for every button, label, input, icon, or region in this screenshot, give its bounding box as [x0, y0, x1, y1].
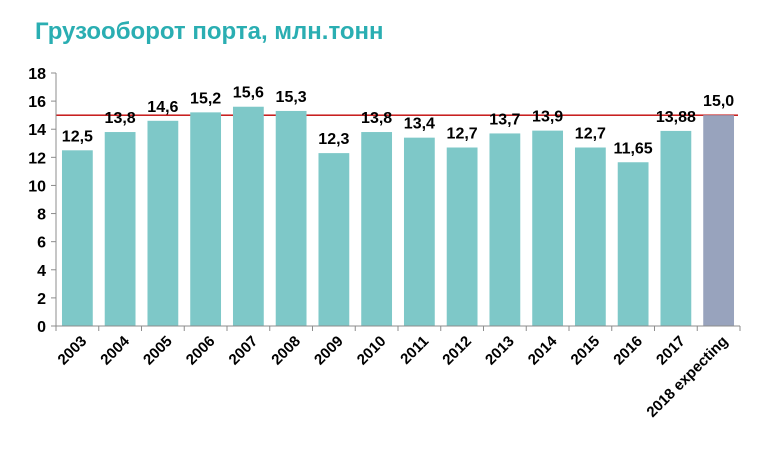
data-label: 13,8 — [105, 110, 136, 127]
y-tick-label: 2 — [37, 291, 46, 308]
bar-2013 — [489, 133, 521, 326]
x-category-label: 2007 — [226, 333, 262, 369]
bar-2010 — [361, 132, 393, 326]
y-tick-label: 8 — [37, 207, 46, 224]
data-label: 12,7 — [575, 125, 606, 142]
bar-2016 — [617, 162, 649, 326]
data-label: 13,88 — [656, 109, 696, 126]
x-category-label: 2006 — [183, 333, 219, 369]
y-tick-label: 14 — [28, 122, 46, 139]
data-label: 13,9 — [532, 109, 563, 126]
x-category-label: 2009 — [311, 333, 347, 369]
data-label: 15,3 — [276, 89, 307, 106]
data-label: 13,7 — [489, 111, 520, 128]
x-category-label: 2004 — [97, 332, 133, 368]
data-label: 12,5 — [62, 128, 93, 145]
y-axis-ticks: 0 2 4 6 8 10 12 14 16 18 — [28, 66, 56, 336]
bar-2011 — [403, 137, 435, 326]
data-label: 14,6 — [147, 99, 178, 116]
axes-group — [55, 73, 741, 331]
data-labels-group: 12,5 13,8 14,6 15,2 15,6 15,3 12,3 13,8 13,4 12,7… — [62, 85, 734, 158]
x-category-label: 2005 — [140, 333, 176, 369]
x-category-label: 2003 — [55, 333, 91, 369]
y-tick-label: 4 — [37, 263, 46, 280]
x-category-label: 2013 — [482, 333, 518, 369]
data-label: 15,6 — [233, 85, 264, 102]
bar-2006 — [190, 112, 222, 326]
bar-2003 — [61, 150, 93, 326]
data-label: 12,3 — [318, 131, 349, 148]
x-category-label: 2017 — [653, 333, 689, 369]
data-label: 12,7 — [447, 125, 478, 142]
bar-2004 — [104, 132, 136, 326]
bar-2005 — [147, 120, 179, 327]
x-axis-labels: 2003 2004 2005 2006 2007 2008 2009 2010 2011 2012… — [55, 332, 732, 421]
bar-2018-expecting — [703, 115, 735, 327]
data-label: 15,0 — [703, 93, 734, 110]
y-tick-label: 16 — [28, 94, 46, 111]
x-category-label: 2010 — [354, 333, 390, 369]
data-label: 15,2 — [190, 90, 221, 107]
bar-2015 — [574, 147, 606, 326]
x-category-label: 2015 — [568, 333, 604, 369]
x-category-label: 2008 — [268, 333, 304, 369]
bars-group — [61, 106, 735, 327]
y-tick-label: 18 — [28, 66, 46, 83]
x-category-label: 2012 — [439, 333, 475, 369]
y-tick-label: 6 — [37, 235, 46, 252]
bar-2007 — [232, 106, 264, 326]
y-tick-label: 12 — [28, 150, 46, 167]
x-category-label: 2011 — [397, 333, 432, 368]
bar-2014 — [532, 130, 564, 326]
bar-2012 — [446, 147, 478, 326]
data-label: 13,8 — [361, 110, 392, 127]
x-category-label: 2016 — [610, 333, 646, 369]
bar-2009 — [318, 153, 350, 326]
y-tick-label: 0 — [37, 319, 46, 336]
bar-2017 — [660, 130, 692, 326]
x-category-label: 2014 — [525, 332, 561, 368]
data-label: 13,4 — [404, 116, 435, 133]
chart-title: Грузооборот порта, млн.тонн — [35, 18, 384, 45]
bar-2008 — [275, 110, 307, 326]
data-label: 11,65 — [614, 140, 653, 157]
y-tick-label: 10 — [28, 178, 46, 195]
